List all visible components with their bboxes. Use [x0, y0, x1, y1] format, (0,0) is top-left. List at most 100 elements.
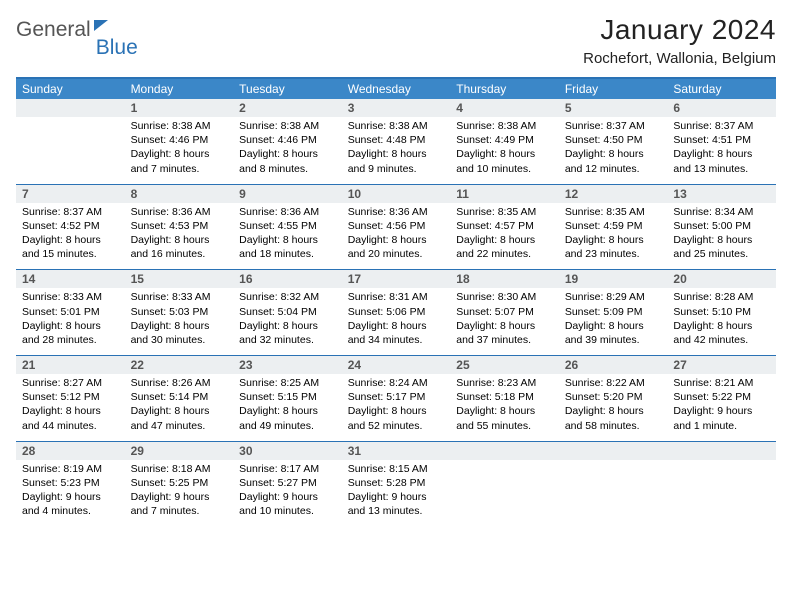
sunrise-text: Sunrise: 8:37 AM	[22, 205, 119, 219]
day-of-week-header: Sunday Monday Tuesday Wednesday Thursday…	[16, 79, 776, 99]
day-number: 7	[16, 185, 125, 203]
daylight2-text: and 28 minutes.	[22, 333, 119, 347]
daylight1-text: Daylight: 8 hours	[22, 319, 119, 333]
day-number: 31	[342, 442, 451, 460]
sunset-text: Sunset: 5:20 PM	[565, 390, 662, 404]
sunset-text: Sunset: 4:53 PM	[131, 219, 228, 233]
daylight1-text: Daylight: 8 hours	[239, 147, 336, 161]
dow-tuesday: Tuesday	[233, 79, 342, 99]
day-number: 18	[450, 270, 559, 288]
daylight2-text: and 55 minutes.	[456, 419, 553, 433]
daylight2-text: and 10 minutes.	[239, 504, 336, 518]
day-cell: Sunrise: 8:37 AMSunset: 4:50 PMDaylight:…	[559, 117, 668, 184]
day-cell: Sunrise: 8:35 AMSunset: 4:59 PMDaylight:…	[559, 203, 668, 270]
sunrise-text: Sunrise: 8:30 AM	[456, 290, 553, 304]
day-cell: Sunrise: 8:29 AMSunset: 5:09 PMDaylight:…	[559, 288, 668, 355]
daylight1-text: Daylight: 9 hours	[22, 490, 119, 504]
day-number: 27	[667, 356, 776, 374]
day-cell: Sunrise: 8:21 AMSunset: 5:22 PMDaylight:…	[667, 374, 776, 441]
day-cell: Sunrise: 8:24 AMSunset: 5:17 PMDaylight:…	[342, 374, 451, 441]
sunrise-text: Sunrise: 8:36 AM	[239, 205, 336, 219]
day-cell: Sunrise: 8:37 AMSunset: 4:52 PMDaylight:…	[16, 203, 125, 270]
daylight2-text: and 7 minutes.	[131, 504, 228, 518]
sunrise-text: Sunrise: 8:24 AM	[348, 376, 445, 390]
sunrise-text: Sunrise: 8:18 AM	[131, 462, 228, 476]
day-number: 10	[342, 185, 451, 203]
sunset-text: Sunset: 5:04 PM	[239, 305, 336, 319]
daylight1-text: Daylight: 9 hours	[131, 490, 228, 504]
title-block: January 2024 Rochefort, Wallonia, Belgiu…	[583, 14, 776, 67]
sunrise-text: Sunrise: 8:32 AM	[239, 290, 336, 304]
day-number: 23	[233, 356, 342, 374]
day-number: 26	[559, 356, 668, 374]
daylight1-text: Daylight: 8 hours	[131, 147, 228, 161]
daylight2-text: and 13 minutes.	[348, 504, 445, 518]
week-content-row: Sunrise: 8:19 AMSunset: 5:23 PMDaylight:…	[16, 460, 776, 527]
sunset-text: Sunset: 5:23 PM	[22, 476, 119, 490]
daylight1-text: Daylight: 8 hours	[565, 233, 662, 247]
daylight2-text: and 15 minutes.	[22, 247, 119, 261]
day-number: 3	[342, 99, 451, 117]
week-content-row: Sunrise: 8:27 AMSunset: 5:12 PMDaylight:…	[16, 374, 776, 441]
day-cell: Sunrise: 8:25 AMSunset: 5:15 PMDaylight:…	[233, 374, 342, 441]
day-number: 1	[125, 99, 234, 117]
sunrise-text: Sunrise: 8:28 AM	[673, 290, 770, 304]
daylight1-text: Daylight: 8 hours	[131, 233, 228, 247]
day-cell: Sunrise: 8:38 AMSunset: 4:46 PMDaylight:…	[233, 117, 342, 184]
day-cell: Sunrise: 8:38 AMSunset: 4:49 PMDaylight:…	[450, 117, 559, 184]
daylight1-text: Daylight: 8 hours	[456, 233, 553, 247]
day-number: 29	[125, 442, 234, 460]
day-cell: Sunrise: 8:32 AMSunset: 5:04 PMDaylight:…	[233, 288, 342, 355]
day-number: 11	[450, 185, 559, 203]
dow-saturday: Saturday	[667, 79, 776, 99]
sunrise-text: Sunrise: 8:26 AM	[131, 376, 228, 390]
location-label: Rochefort, Wallonia, Belgium	[583, 50, 776, 67]
daylight1-text: Daylight: 8 hours	[131, 319, 228, 333]
day-number	[450, 442, 559, 460]
dow-friday: Friday	[559, 79, 668, 99]
day-number	[16, 99, 125, 117]
day-number: 2	[233, 99, 342, 117]
day-number: 19	[559, 270, 668, 288]
sunset-text: Sunset: 5:17 PM	[348, 390, 445, 404]
day-number: 9	[233, 185, 342, 203]
day-cell	[667, 460, 776, 527]
sunset-text: Sunset: 5:06 PM	[348, 305, 445, 319]
daylight1-text: Daylight: 8 hours	[131, 404, 228, 418]
day-cell: Sunrise: 8:28 AMSunset: 5:10 PMDaylight:…	[667, 288, 776, 355]
daylight1-text: Daylight: 8 hours	[565, 319, 662, 333]
daylight2-text: and 25 minutes.	[673, 247, 770, 261]
daylight2-text: and 47 minutes.	[131, 419, 228, 433]
sunrise-text: Sunrise: 8:27 AM	[22, 376, 119, 390]
daylight2-text: and 34 minutes.	[348, 333, 445, 347]
week-number-row: 78910111213	[16, 184, 776, 203]
sunset-text: Sunset: 5:01 PM	[22, 305, 119, 319]
day-number: 12	[559, 185, 668, 203]
day-cell: Sunrise: 8:26 AMSunset: 5:14 PMDaylight:…	[125, 374, 234, 441]
daylight2-text: and 22 minutes.	[456, 247, 553, 261]
day-number: 14	[16, 270, 125, 288]
day-number: 25	[450, 356, 559, 374]
sunrise-text: Sunrise: 8:36 AM	[348, 205, 445, 219]
day-cell: Sunrise: 8:34 AMSunset: 5:00 PMDaylight:…	[667, 203, 776, 270]
daylight2-text: and 13 minutes.	[673, 162, 770, 176]
day-cell: Sunrise: 8:38 AMSunset: 4:46 PMDaylight:…	[125, 117, 234, 184]
sunset-text: Sunset: 4:55 PM	[239, 219, 336, 233]
sunset-text: Sunset: 5:27 PM	[239, 476, 336, 490]
sunset-text: Sunset: 5:09 PM	[565, 305, 662, 319]
daylight1-text: Daylight: 8 hours	[22, 233, 119, 247]
calendar-grid: Sunday Monday Tuesday Wednesday Thursday…	[16, 77, 776, 526]
sunset-text: Sunset: 5:07 PM	[456, 305, 553, 319]
month-title: January 2024	[583, 14, 776, 46]
daylight1-text: Daylight: 8 hours	[239, 319, 336, 333]
day-cell: Sunrise: 8:36 AMSunset: 4:56 PMDaylight:…	[342, 203, 451, 270]
daylight2-text: and 32 minutes.	[239, 333, 336, 347]
day-cell: Sunrise: 8:17 AMSunset: 5:27 PMDaylight:…	[233, 460, 342, 527]
day-cell	[16, 117, 125, 184]
daylight1-text: Daylight: 9 hours	[348, 490, 445, 504]
daylight1-text: Daylight: 8 hours	[673, 319, 770, 333]
daylight2-text: and 23 minutes.	[565, 247, 662, 261]
header: General Blue January 2024 Rochefort, Wal…	[16, 14, 776, 67]
daylight1-text: Daylight: 8 hours	[239, 233, 336, 247]
sunrise-text: Sunrise: 8:22 AM	[565, 376, 662, 390]
